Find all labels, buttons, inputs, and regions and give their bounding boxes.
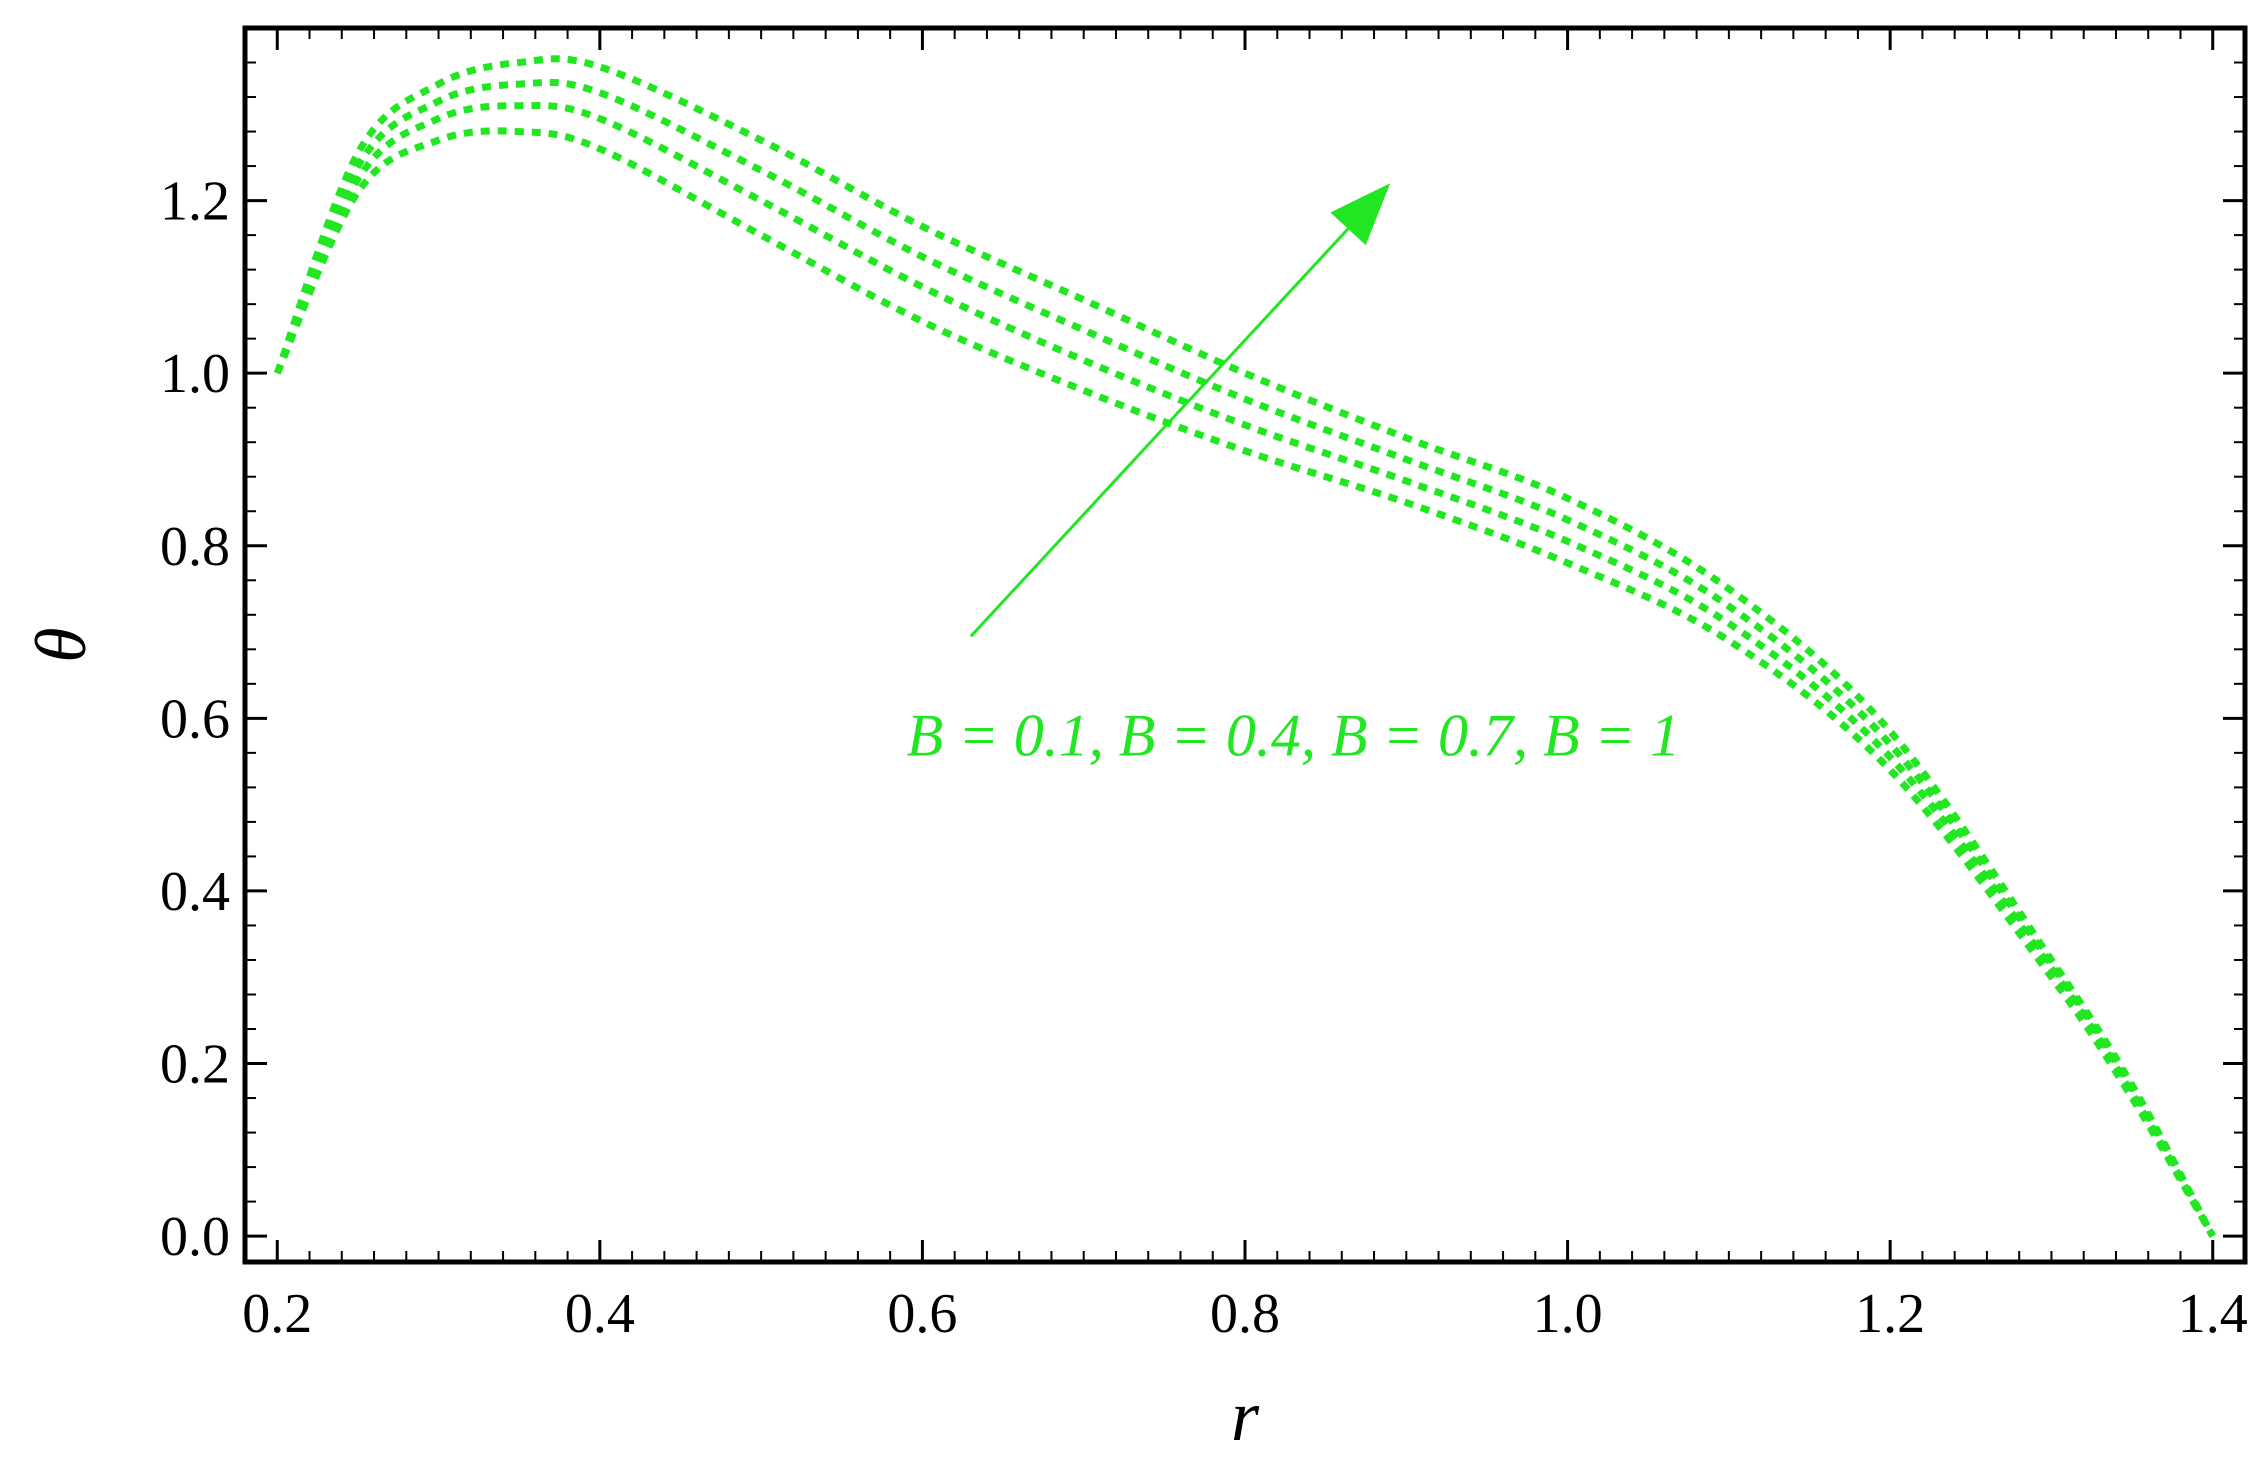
- x-tick-label: 1.0: [1533, 1283, 1603, 1345]
- labels-layer: 0.2 0.4 0.6 0.8 1.0 1.2 1.40.00.20.40.60.81.01…: [21, 171, 2248, 1456]
- y-tick-label: 1.2: [160, 171, 230, 233]
- annotation-arrow-shaft: [969, 227, 1350, 638]
- annotation-layer: B = 0.1, B = 0.4, B = 0.7, B = 1: [907, 183, 1681, 769]
- series-line-3: [274, 78, 2216, 1238]
- y-tick-label: 0.8: [160, 516, 230, 578]
- y-tick-label: 0.0: [160, 1206, 230, 1268]
- x-tick-label: 1.4: [2178, 1283, 2248, 1345]
- x-tick-label: 0.8: [1210, 1283, 1280, 1345]
- series-line-4: [274, 55, 2216, 1238]
- x-axis-title: r: [1231, 1376, 1260, 1456]
- y-tick-label: 1.0: [160, 343, 230, 405]
- y-tick-label: 0.4: [160, 861, 230, 923]
- x-tick-label: 0.6: [887, 1283, 957, 1345]
- series-layer: [274, 55, 2216, 1238]
- series-line-1: [274, 127, 2216, 1238]
- plot-frame: [242, 25, 2248, 1265]
- y-axis-title: θ: [21, 627, 101, 662]
- y-tick-label: 0.6: [160, 688, 230, 750]
- y-tick-label: 0.2: [160, 1034, 230, 1096]
- series-line-2: [274, 102, 2216, 1238]
- x-tick-label: 1.2: [1855, 1283, 1925, 1345]
- x-tick-label: 0.4: [565, 1283, 635, 1345]
- x-tick-label: 0.2: [242, 1283, 312, 1345]
- annotation-arrow-head: [1330, 183, 1391, 246]
- annotation-label: B = 0.1, B = 0.4, B = 0.7, B = 1: [907, 703, 1681, 769]
